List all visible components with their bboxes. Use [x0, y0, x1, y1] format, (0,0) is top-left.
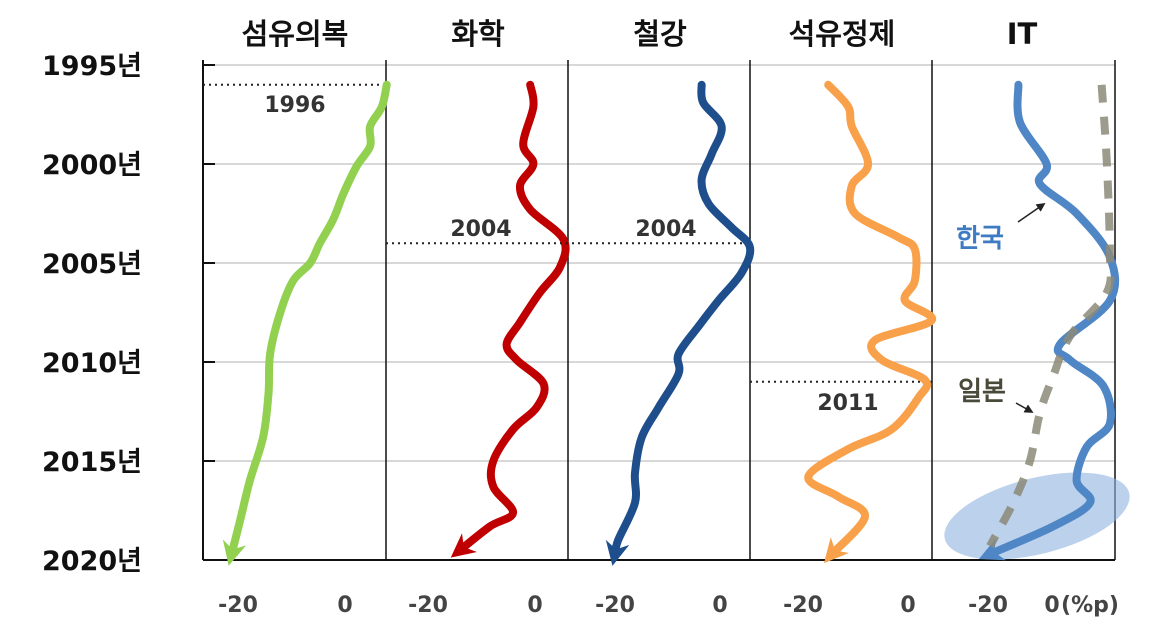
y-tick-label: 2015년: [42, 447, 142, 478]
x-tick-label: -20: [408, 593, 448, 618]
x-tick-label: -20: [218, 593, 258, 618]
korea-pointer-arrow: [1017, 202, 1046, 223]
series-line-japan: [986, 84, 1115, 549]
y-tick-label: 2020년: [42, 546, 142, 577]
series-line-korea: [978, 80, 1120, 561]
y-tick-label: 2000년: [42, 150, 142, 181]
annotation-year-label: 2004: [635, 217, 696, 242]
y-tick-label: 1995년: [42, 51, 142, 82]
series-line: [804, 80, 936, 564]
panel-title: 석유정제: [789, 17, 896, 51]
series-line: [222, 80, 391, 566]
x-tick-label: 0: [900, 593, 915, 618]
japan-pointer-arrow: [1015, 402, 1034, 413]
series-label-japan: 일본: [958, 377, 1006, 407]
series-label-korea: 한국: [956, 224, 1004, 254]
y-tick-label: 2010년: [42, 348, 142, 379]
annotation-year-label: 1996: [264, 93, 325, 118]
x-tick-label: -20: [783, 593, 823, 618]
annotation-year-label: 2011: [817, 391, 878, 416]
highlight-ellipse: [944, 472, 1130, 560]
annotation-year-label: 2004: [450, 217, 511, 242]
panel-title: 철강: [633, 17, 687, 51]
x-tick-label: -20: [595, 593, 635, 618]
y-tick-label: 2005년: [42, 249, 142, 280]
panel-title: IT: [1007, 17, 1038, 51]
x-tick-label: -20: [968, 593, 1008, 618]
x-tick-label: 0: [1044, 593, 1059, 618]
x-tick-label: 0: [337, 593, 352, 618]
x-tick-label: 0: [712, 593, 727, 618]
panel-title: 화학: [451, 17, 505, 51]
series-line: [605, 80, 755, 566]
x-tick-label: 0: [527, 593, 542, 618]
panel-title: 섬유의복: [242, 17, 349, 51]
series-line: [450, 80, 570, 558]
unit-label: (%p): [1061, 593, 1119, 618]
